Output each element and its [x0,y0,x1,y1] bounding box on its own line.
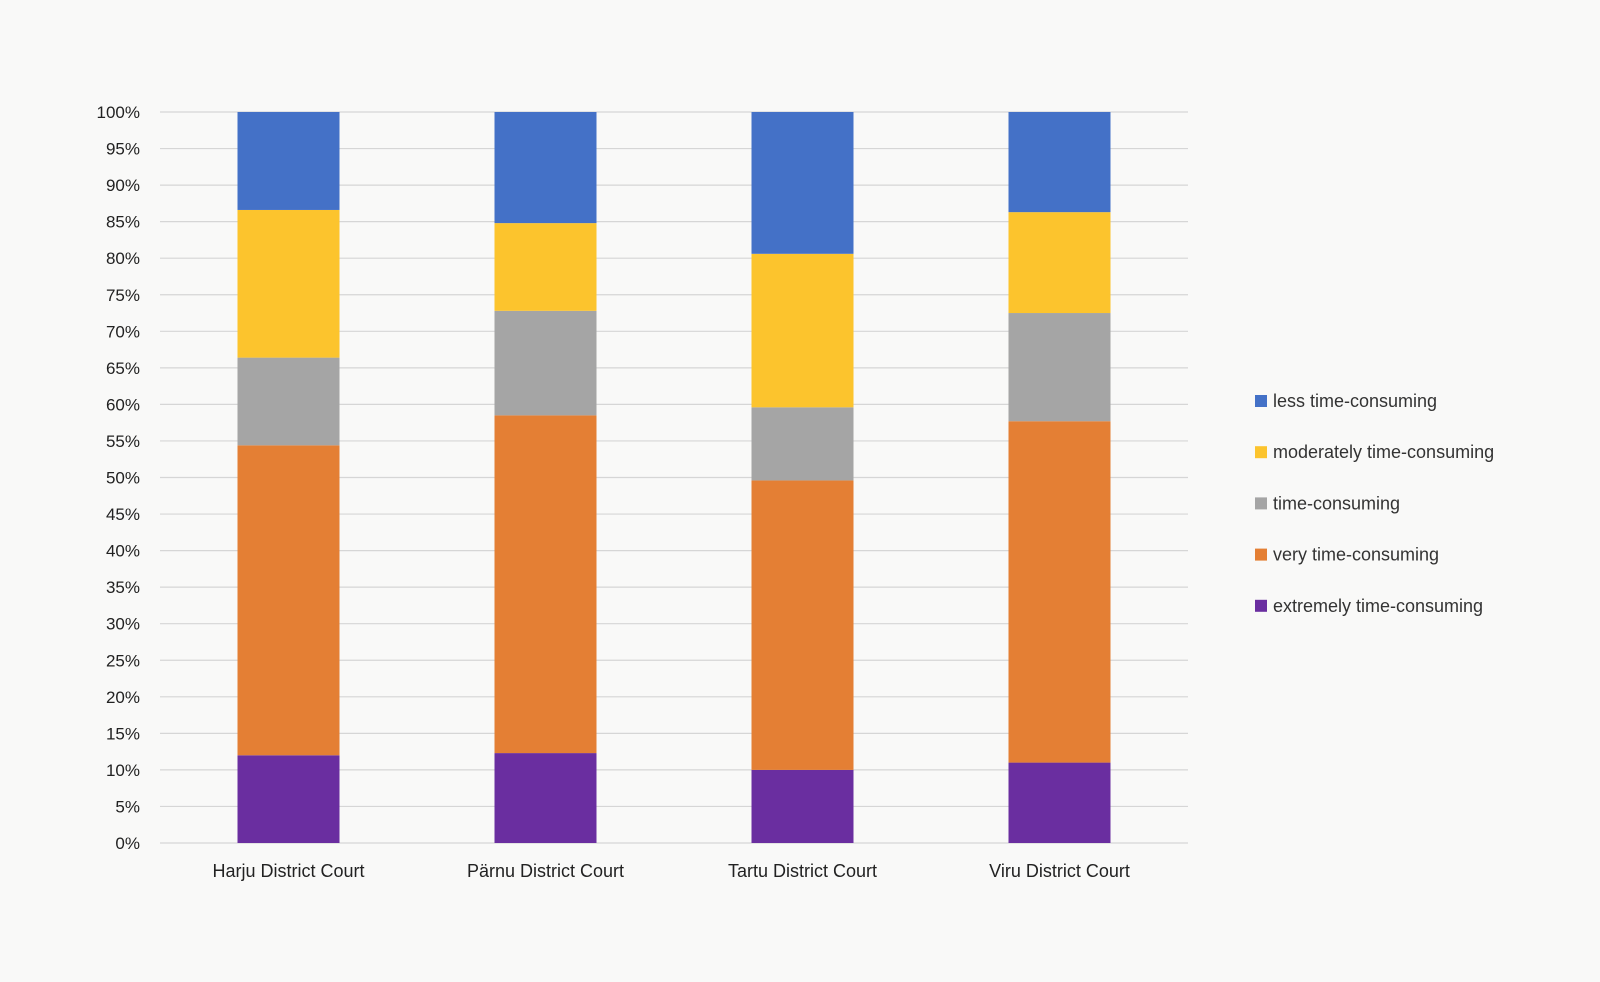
bar-segment-extremely-time-consuming [237,755,340,843]
legend-label: less time-consuming [1273,391,1437,411]
legend-swatch [1255,395,1267,407]
bar-segment-very-time-consuming [1008,421,1111,763]
bar-segment-very-time-consuming [751,480,854,770]
bar-segment-time-consuming [1008,313,1111,422]
legend-item: very time-consuming [1255,545,1439,565]
bar-stack [237,112,340,843]
legend-swatch [1255,548,1267,561]
x-category-label: Harju District Court [212,861,364,881]
bar-segment-time-consuming [237,357,340,446]
bar-segment-moderately-time-consuming [494,223,597,311]
y-tick-label: 75% [106,286,140,305]
y-axis-tick-labels: 0% 5% 10% 15% 20% 25% 30% 35% 40% 45% 50% 55% 60% 65%… [97,103,140,853]
y-tick-label: 15% [106,724,140,743]
legend-item: extremely time-consuming [1255,596,1483,616]
bar-segment-less-time-consuming [237,112,340,210]
y-tick-label: 70% [106,322,140,341]
y-tick-label: 30% [106,615,140,634]
bar-segment-very-time-consuming [494,415,597,754]
legend-item: time-consuming [1255,493,1400,513]
y-tick-label: 80% [106,249,140,268]
bar-segment-less-time-consuming [494,112,597,224]
y-tick-label: 65% [106,359,140,378]
bar-stack [751,112,854,843]
y-tick-label: 0% [115,834,140,853]
bars [237,112,1111,843]
legend-item: moderately time-consuming [1255,442,1494,462]
y-tick-label: 20% [106,688,140,707]
y-tick-label: 45% [106,505,140,524]
bar-segment-time-consuming [751,407,854,481]
legend-label: moderately time-consuming [1273,442,1494,462]
bar-segment-time-consuming [494,310,597,416]
y-tick-label: 50% [106,469,140,488]
y-tick-label: 60% [106,395,140,414]
x-category-label: Tartu District Court [728,861,877,881]
bar-segment-extremely-time-consuming [494,753,597,843]
legend-swatch [1255,497,1267,510]
legend-label: very time-consuming [1273,545,1439,565]
y-tick-label: 95% [106,140,140,159]
legend-label: extremely time-consuming [1273,596,1483,616]
bar-segment-very-time-consuming [237,445,340,756]
bar-segment-moderately-time-consuming [237,209,340,358]
y-tick-label: 100% [97,103,140,122]
bar-stack [1008,112,1111,843]
legend-swatch [1255,446,1267,459]
y-tick-label: 85% [106,213,140,232]
y-tick-label: 40% [106,542,140,561]
bar-stack [494,112,597,843]
bar-segment-moderately-time-consuming [751,253,854,408]
bar-segment-extremely-time-consuming [1008,762,1111,843]
bar-segment-less-time-consuming [751,112,854,254]
x-category-label: Viru District Court [989,861,1130,881]
bar-segment-less-time-consuming [1008,112,1111,213]
x-axis-category-labels: Harju District Court Pärnu District Court… [212,861,1129,881]
y-tick-label: 35% [106,578,140,597]
legend-label: time-consuming [1273,493,1400,513]
x-category-label: Pärnu District Court [467,861,624,881]
y-tick-label: 10% [106,761,140,780]
bar-segment-moderately-time-consuming [1008,212,1111,314]
bar-segment-extremely-time-consuming [751,769,854,843]
y-tick-label: 5% [115,797,140,816]
y-tick-label: 90% [106,176,140,195]
legend-item: less time-consuming [1255,391,1437,411]
legend-swatch [1255,599,1267,612]
legend: less time-consuming moderately time-consu… [1255,391,1494,616]
y-tick-label: 55% [106,432,140,451]
y-tick-label: 25% [106,651,140,670]
